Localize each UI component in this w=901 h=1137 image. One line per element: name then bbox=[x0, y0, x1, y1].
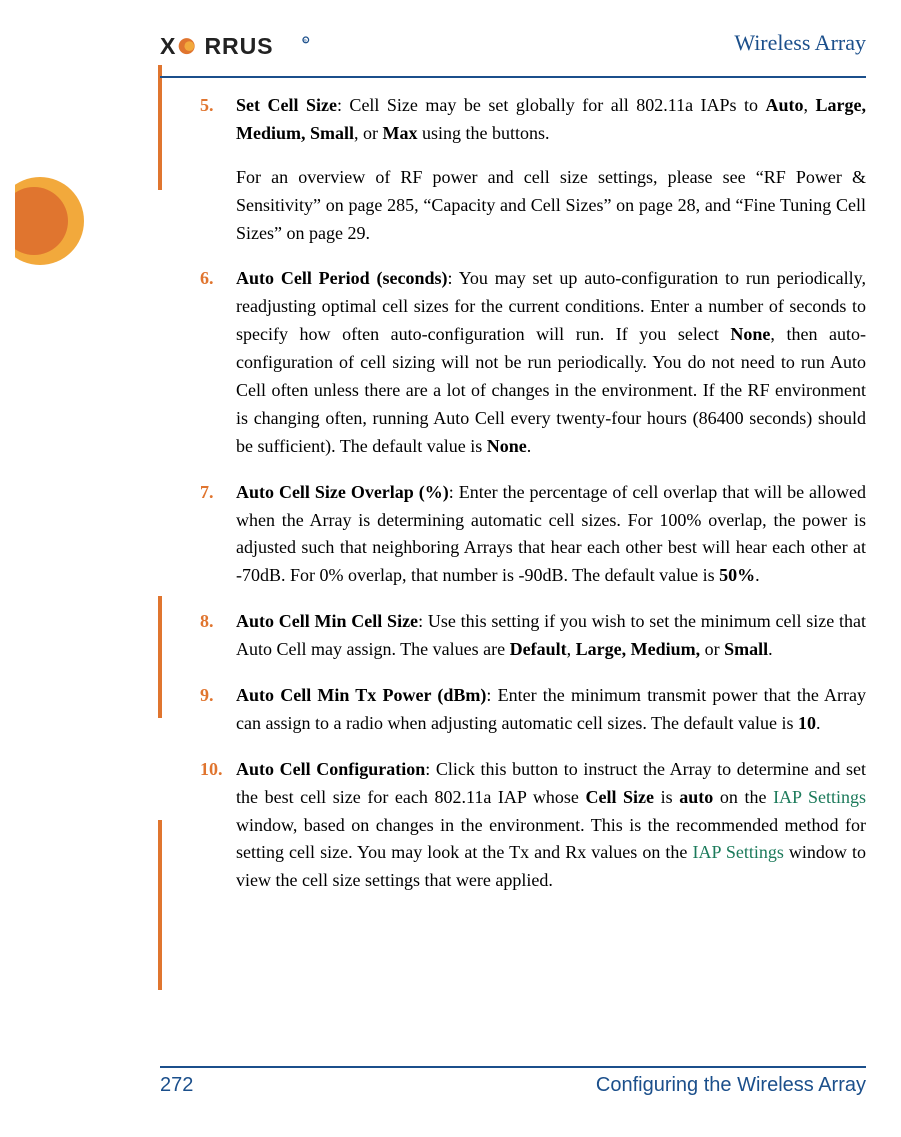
text-run: is bbox=[654, 787, 679, 807]
bold-text: Set Cell Size bbox=[236, 95, 337, 115]
text-run: , bbox=[567, 639, 576, 659]
body-content: 5. Set Cell Size: Cell Size may be set gl… bbox=[200, 92, 866, 895]
svg-text:RRUS: RRUS bbox=[204, 34, 273, 59]
text-run: on the bbox=[713, 787, 773, 807]
list-item: 10. Auto Cell Configuration: Click this b… bbox=[200, 756, 866, 895]
footer-section-title: Configuring the Wireless Array bbox=[596, 1074, 866, 1097]
text-run: . bbox=[755, 565, 760, 585]
page-number: 272 bbox=[160, 1074, 193, 1097]
list-item: 6. Auto Cell Period (seconds): You may se… bbox=[200, 265, 866, 460]
list-item: 5. Set Cell Size: Cell Size may be set gl… bbox=[200, 92, 866, 247]
bold-text: None bbox=[730, 324, 770, 344]
text-run: , or bbox=[354, 123, 383, 143]
bold-text: 50% bbox=[719, 565, 755, 585]
bold-text: Max bbox=[383, 123, 418, 143]
change-bar bbox=[158, 65, 162, 190]
text-run: . bbox=[816, 713, 821, 733]
bold-text: Cell Size bbox=[585, 787, 654, 807]
text-run: . bbox=[768, 639, 773, 659]
bold-text: Auto Cell Configuration bbox=[236, 759, 425, 779]
page-footer: 272 Configuring the Wireless Array bbox=[160, 1066, 866, 1097]
text-run: using the buttons. bbox=[418, 123, 550, 143]
bold-text: Auto Cell Min Cell Size bbox=[236, 611, 418, 631]
list-number: 10. bbox=[200, 756, 223, 784]
bold-text: Auto Cell Period (seconds) bbox=[236, 268, 448, 288]
bold-text: Large, Medium, bbox=[576, 639, 700, 659]
bold-text: Default bbox=[510, 639, 567, 659]
paragraph: Auto Cell Configuration: Click this butt… bbox=[236, 756, 866, 895]
paragraph: Auto Cell Min Cell Size: Use this settin… bbox=[236, 608, 866, 664]
paragraph: Auto Cell Min Tx Power (dBm): Enter the … bbox=[236, 682, 866, 738]
list-item: 8. Auto Cell Min Cell Size: Use this sett… bbox=[200, 608, 866, 664]
change-bar bbox=[158, 596, 162, 718]
link-text[interactable]: IAP Settings bbox=[773, 787, 866, 807]
bold-text: None bbox=[487, 436, 527, 456]
list-number: 5. bbox=[200, 92, 214, 120]
bold-text: auto bbox=[679, 787, 713, 807]
page-header: X RRUS R Wireless Array bbox=[160, 30, 866, 78]
text-run: . bbox=[527, 436, 532, 456]
list-number: 8. bbox=[200, 608, 214, 636]
paragraph: Auto Cell Period (seconds): You may set … bbox=[236, 265, 866, 460]
bold-text: 10 bbox=[798, 713, 816, 733]
paragraph: Set Cell Size: Cell Size may be set glob… bbox=[236, 92, 866, 148]
text-run: For an overview of RF power and cell siz… bbox=[236, 167, 866, 243]
text-run: , bbox=[804, 95, 816, 115]
bold-text: Small bbox=[724, 639, 768, 659]
text-run: or bbox=[700, 639, 724, 659]
svg-text:R: R bbox=[303, 39, 307, 45]
brand-logo: X RRUS R bbox=[160, 32, 320, 62]
list-item: 7. Auto Cell Size Overlap (%): Enter the … bbox=[200, 479, 866, 591]
change-bar bbox=[158, 820, 162, 990]
bold-text: Auto Cell Min Tx Power (dBm) bbox=[236, 685, 486, 705]
link-text[interactable]: IAP Settings bbox=[692, 842, 783, 862]
header-title: Wireless Array bbox=[734, 30, 866, 56]
list-number: 7. bbox=[200, 479, 214, 507]
paragraph: Auto Cell Size Overlap (%): Enter the pe… bbox=[236, 479, 866, 591]
page: X RRUS R Wireless Array 5. Set Cell Size:… bbox=[0, 0, 901, 1137]
svg-text:X: X bbox=[160, 34, 176, 59]
tab-marker bbox=[0, 175, 85, 267]
bold-text: Auto Cell Size Overlap (%) bbox=[236, 482, 449, 502]
paragraph: For an overview of RF power and cell siz… bbox=[236, 164, 866, 248]
list-item: 9. Auto Cell Min Tx Power (dBm): Enter th… bbox=[200, 682, 866, 738]
list-number: 9. bbox=[200, 682, 214, 710]
list-number: 6. bbox=[200, 265, 214, 293]
bold-text: Auto bbox=[766, 95, 804, 115]
text-run: : Cell Size may be set globally for all … bbox=[337, 95, 766, 115]
